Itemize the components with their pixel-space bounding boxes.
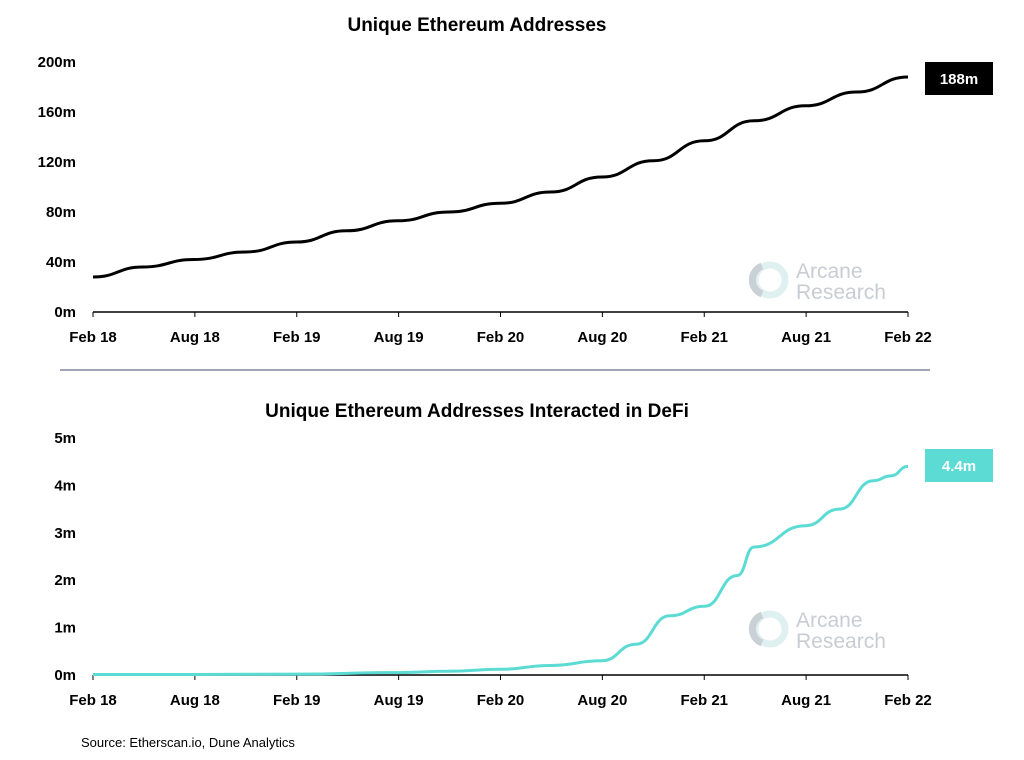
x-tick-label: Feb 18 [69, 692, 117, 709]
x-tick-label: Aug 20 [577, 692, 627, 709]
x-tick-label: Aug 21 [781, 692, 831, 709]
y-tick-label: 120m [38, 154, 76, 171]
series-line-total-addresses [92, 75, 909, 279]
x-tick-label: Feb 22 [884, 329, 932, 346]
end-label-text: 188m [940, 71, 978, 88]
y-tick-label: 40m [46, 254, 76, 271]
arcane-research-logo: Arcane Research [748, 609, 886, 653]
y-tick-label: 0m [54, 304, 76, 321]
end-label-text: 4.4m [942, 458, 976, 475]
watermark-line-1: Arcane [796, 260, 863, 283]
y-tick-label: 5m [54, 430, 76, 447]
x-tick-label: Feb 19 [273, 329, 321, 346]
arcane-research-logo: Arcane Research [748, 260, 886, 304]
end-label-box [925, 62, 993, 95]
watermark-line-2: Research [796, 630, 886, 653]
x-tick-label: Feb 19 [273, 692, 321, 709]
logo-icon [748, 262, 764, 298]
x-tick-label: Aug 19 [374, 329, 424, 346]
y-tick-label: 4m [54, 477, 76, 494]
x-tick-label: Aug 18 [170, 329, 220, 346]
y-tick-label: 80m [46, 204, 76, 221]
chart-title: Unique Ethereum Addresses [347, 15, 606, 36]
watermark-line-2: Research [796, 281, 886, 304]
y-tick-label: 1m [54, 620, 76, 637]
watermark-line-1: Arcane [796, 609, 863, 632]
x-tick-label: Aug 21 [781, 329, 831, 346]
x-tick-label: Aug 19 [374, 692, 424, 709]
x-tick-label: Aug 18 [170, 692, 220, 709]
end-value-label: 188m [925, 62, 993, 95]
x-tick-label: Feb 20 [477, 329, 525, 346]
y-tick-label: 2m [54, 572, 76, 589]
x-tick-label: Feb 18 [69, 329, 117, 346]
chart-unique-addresses: Unique Ethereum Addresses 0m 40m 80m 120m 16… [38, 15, 993, 346]
x-tick-label: Feb 21 [680, 692, 728, 709]
x-tick-label: Aug 20 [577, 329, 627, 346]
source-note: Source: Etherscan.io, Dune Analytics [81, 735, 295, 750]
logo-icon [748, 611, 764, 647]
x-tick-label: Feb 22 [884, 692, 932, 709]
y-tick-label: 200m [38, 54, 76, 71]
y-tick-label: 0m [54, 667, 76, 684]
x-tick-label: Feb 20 [477, 692, 525, 709]
y-tick-label: 160m [38, 104, 76, 121]
x-tick-label: Feb 21 [680, 329, 728, 346]
end-label-box [925, 449, 993, 482]
end-value-label: 4.4m [925, 449, 993, 482]
series-line-defi-addresses [93, 464, 909, 677]
chart-title: Unique Ethereum Addresses Interacted in … [265, 401, 689, 422]
y-tick-label: 3m [54, 525, 76, 542]
chart-defi-addresses: Unique Ethereum Addresses Interacted in … [54, 401, 993, 709]
